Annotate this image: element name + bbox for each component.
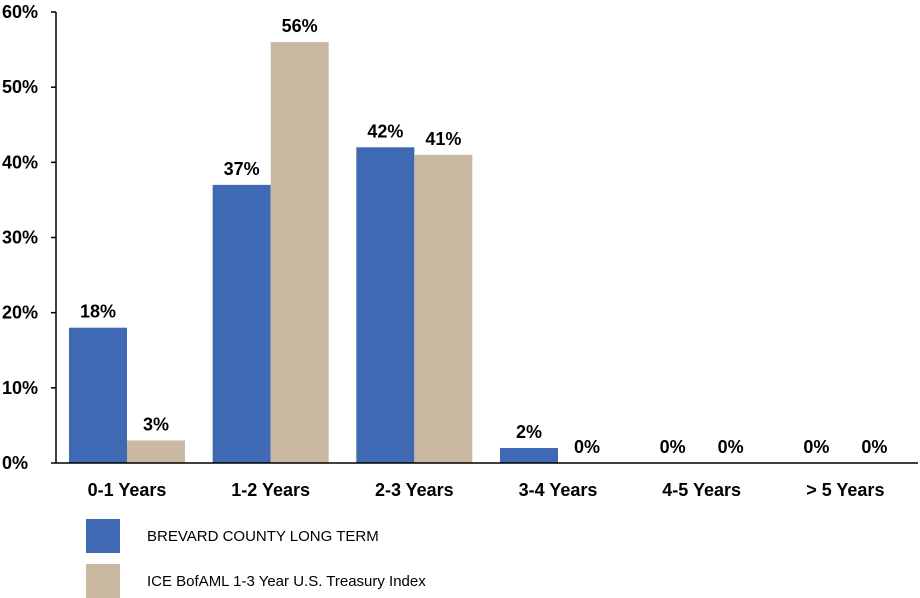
y-axis: 0% 10% 20% 30% 40% 50% 60%	[2, 2, 57, 473]
data-labels: 18% 37% 42% 2% 0% 0% 3% 56% 41% 0% 0% 0%	[80, 16, 887, 457]
x-tick-label: 2-3 Years	[375, 480, 454, 500]
bar-series-2	[127, 440, 185, 463]
x-tick-label: 4-5 Years	[662, 480, 741, 500]
bar-series-1	[356, 147, 415, 464]
data-label-series-2: 56%	[282, 16, 318, 36]
y-tick-label: 0%	[2, 453, 28, 473]
x-tick-label: > 5 Years	[806, 480, 884, 500]
y-tick-label: 30%	[2, 228, 38, 248]
data-label-series-2: 3%	[143, 414, 169, 434]
x-tick-label: 1-2 Years	[231, 480, 310, 500]
legend-item-series-1: BREVARD COUNTY LONG TERM	[86, 519, 379, 553]
legend-swatch-series-1	[86, 519, 120, 553]
y-tick-label: 20%	[2, 303, 38, 323]
bar-chart: 0% 10% 20% 30% 40% 50% 60% 18% 37% 42% 2% 0% 0% 3% 56…	[2, 2, 918, 500]
data-label-series-2: 0%	[718, 437, 744, 457]
x-tick-label: 0-1 Years	[88, 480, 167, 500]
y-tick-label: 10%	[2, 378, 38, 398]
data-label-series-1: 42%	[367, 121, 403, 141]
bar-series-1	[212, 184, 271, 463]
data-label-series-1: 0%	[660, 437, 686, 457]
data-label-series-2: 0%	[861, 437, 887, 457]
x-axis: 0-1 Years 1-2 Years 2-3 Years 3-4 Years 4-5 …	[56, 462, 918, 500]
bar-series-2	[414, 154, 473, 464]
data-label-series-1: 2%	[516, 422, 542, 442]
bar-series-1	[69, 327, 127, 463]
bar-series-1	[500, 447, 558, 463]
data-label-series-1: 37%	[224, 159, 260, 179]
data-label-series-1: 18%	[80, 302, 116, 322]
data-label-series-2: 0%	[574, 437, 600, 457]
legend-label-series-2: ICE BofAML 1-3 Year U.S. Treasury Index	[147, 572, 426, 590]
legend-item-series-2: ICE BofAML 1-3 Year U.S. Treasury Index	[86, 564, 426, 598]
bar-series-2	[270, 42, 329, 464]
legend-label-series-1: BREVARD COUNTY LONG TERM	[147, 527, 379, 545]
y-tick-label: 50%	[2, 77, 38, 97]
data-label-series-2: 41%	[425, 129, 461, 149]
x-tick-label: 3-4 Years	[519, 480, 598, 500]
data-label-series-1: 0%	[803, 437, 829, 457]
y-tick-label: 60%	[2, 2, 38, 22]
bars	[69, 42, 558, 464]
y-tick-label: 40%	[2, 152, 38, 172]
legend-swatch-series-2	[86, 564, 120, 598]
